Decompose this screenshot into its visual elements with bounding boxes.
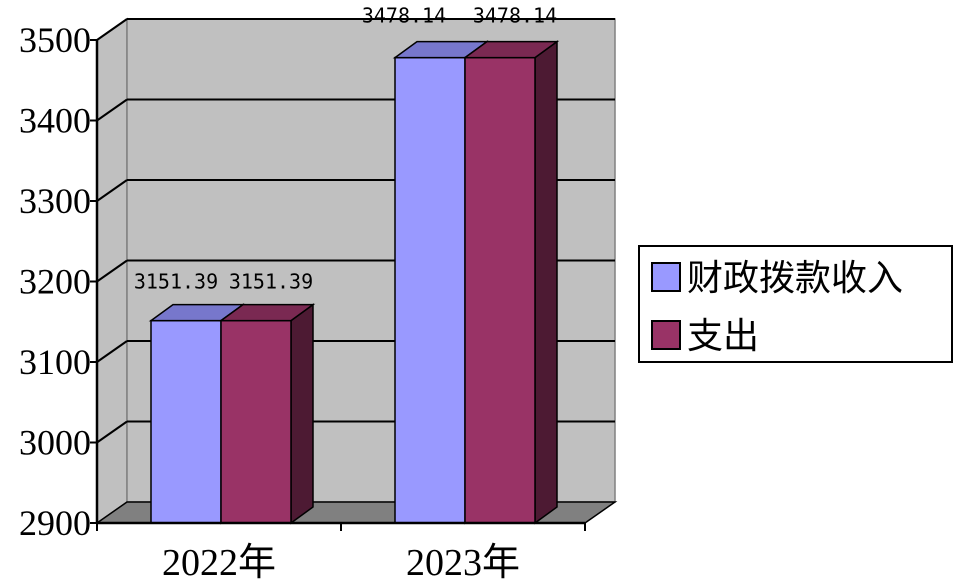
bar [462,40,560,525]
bar-front [220,319,292,524]
bar-front [464,56,536,524]
data-label: 3151.39 [229,270,313,294]
y-tick-label: 3000 [19,423,91,463]
y-tick-label: 3500 [19,20,91,60]
gridline-side [96,340,128,363]
gridline-side [96,420,128,444]
bar-front [394,56,466,524]
x-tick-label: 2022年 [162,542,276,584]
bar-front [150,319,222,524]
y-tick-label: 3100 [19,342,91,382]
gridline-side [96,259,128,283]
legend-box [638,245,953,363]
bars [148,40,560,525]
y-tick-label: 3200 [19,262,91,302]
legend-label: 支出 [687,316,759,357]
bar-side [534,40,558,525]
x-tick-label: 2023年 [406,542,520,584]
bar-side [290,303,314,525]
y-tick-label: 2900 [19,503,91,543]
legend-label: 财政拨款收入 [687,258,903,299]
data-label: 3151.39 [134,270,218,294]
gridline-side [96,18,128,41]
legend-swatch [651,262,681,292]
bar-top [218,303,316,322]
bar-top [462,40,560,59]
bar [218,303,316,525]
gridline-side [96,98,128,122]
category-axis: 2022年 2023年 [96,521,586,584]
legend-swatch [651,320,681,350]
y-tick-label: 3400 [19,101,91,141]
data-labels: 3151.39 3151.39 3478.14 3478.14 [134,4,557,294]
data-label: 3478.14 [362,4,446,28]
y-tick-label: 3300 [19,181,91,221]
data-label: 3478.14 [473,4,557,28]
gridline-side [96,179,128,202]
value-axis: 2900 3000 3100 3200 3300 3400 3500 [19,20,99,543]
